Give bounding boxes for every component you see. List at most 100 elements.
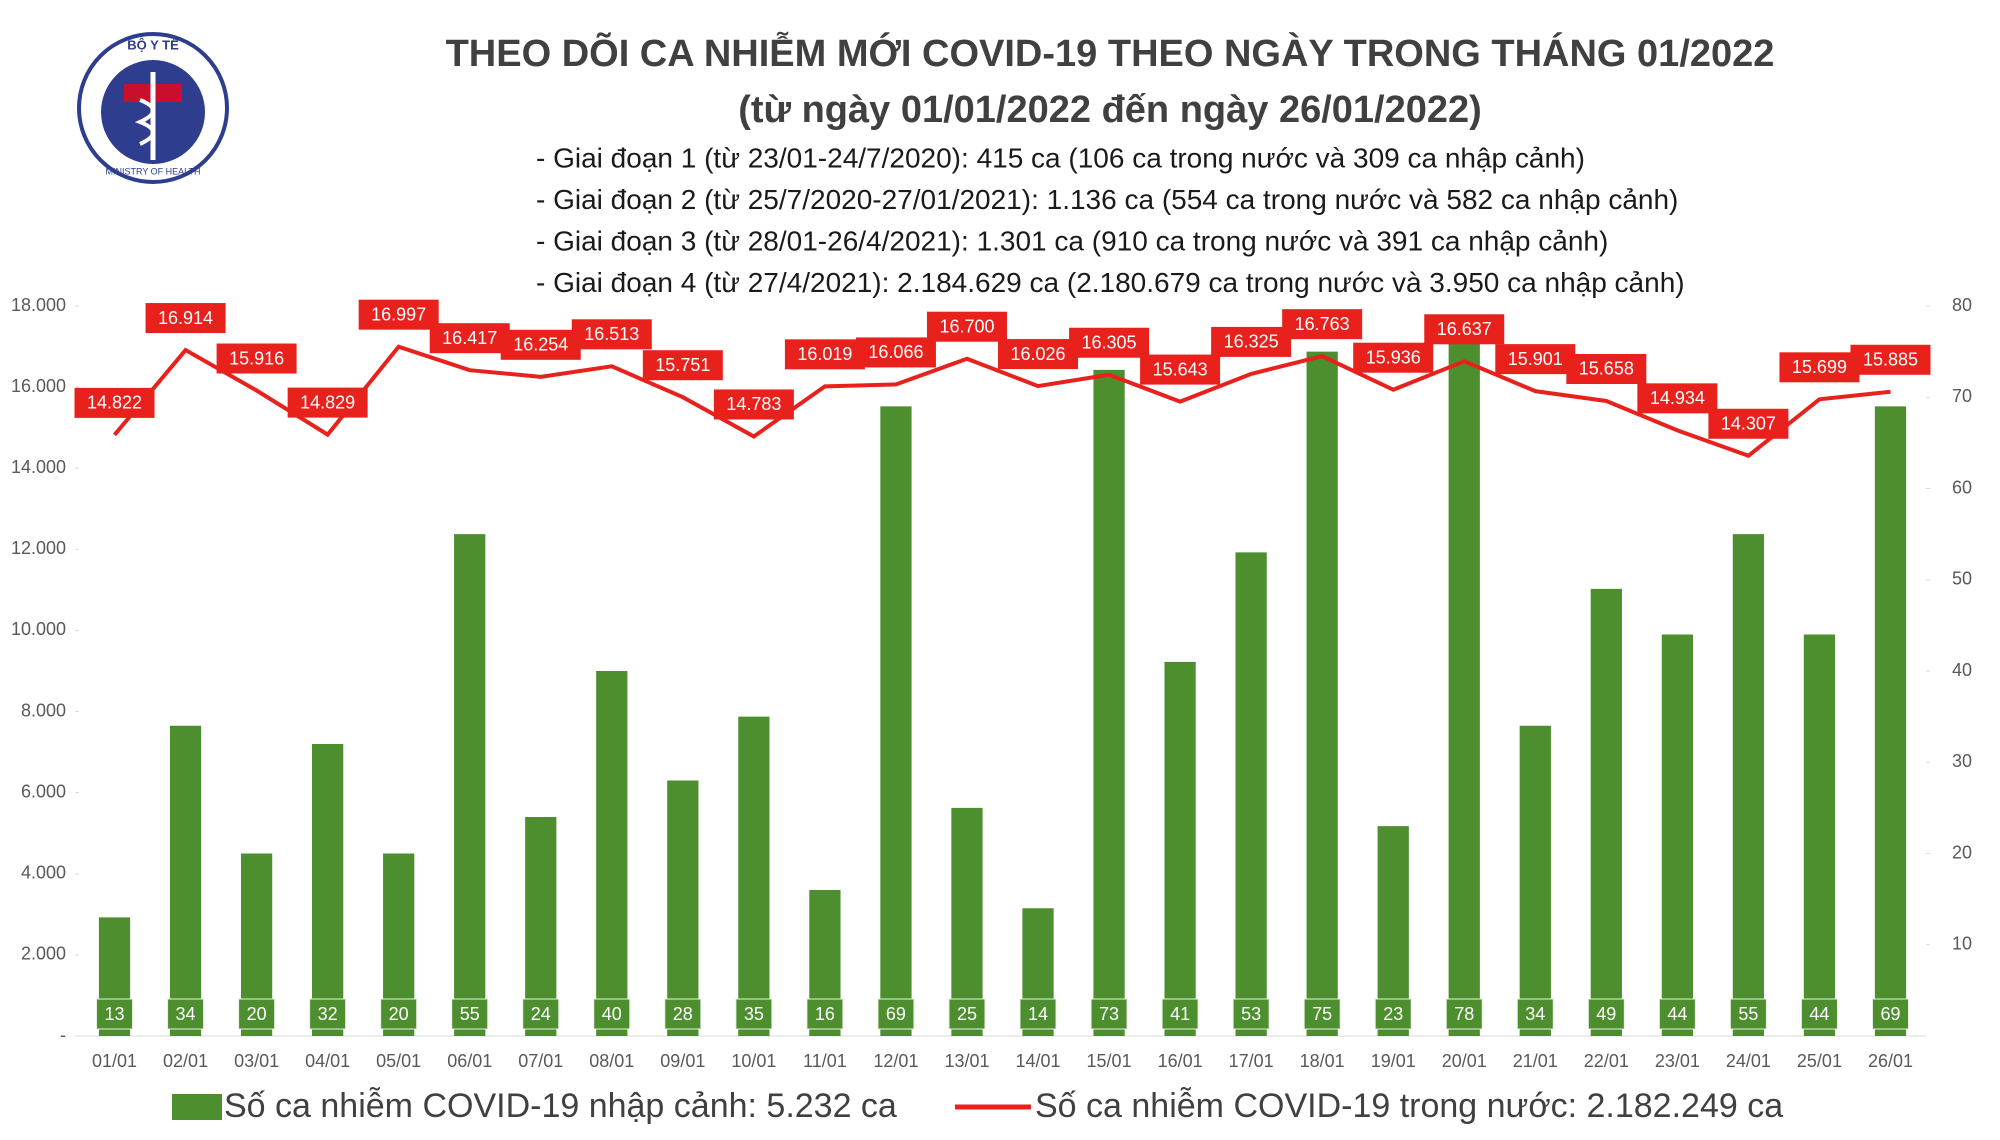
note: - Giai đoạn 2 (từ 25/7/2020-27/01/2021):… [536,184,1678,215]
bar-label: 34 [176,1004,196,1024]
y2-tick-label: 10 [1952,934,1972,954]
bar-label-box [1516,998,1554,1030]
bar-label-box [1019,998,1057,1030]
bar-label-box [1800,998,1838,1030]
y2-tick-label: 40 [1952,660,1972,680]
x-tick-label: 07/01 [518,1051,563,1071]
line-label: 15.751 [655,355,710,375]
bar [738,716,770,1036]
bar [1732,534,1765,1036]
line-label: 14.934 [1650,388,1705,408]
chart-title: THEO DÕI CA NHIỄM MỚI COVID-19 THEO NGÀY… [446,31,1775,75]
bar-label-box [309,998,347,1030]
bar-label-box [1374,998,1412,1030]
bar-label: 20 [247,1004,267,1024]
bar-label: 24 [531,1004,551,1024]
bar [1803,634,1836,1036]
legend-label: Số ca nhiễm COVID-19 nhập cảnh: 5.232 ca [224,1087,897,1125]
y-tick-label: - [60,1025,66,1045]
line-label-box [500,329,581,360]
x-tick-label: 15/01 [1087,1051,1132,1071]
y2-tick-label: 70 [1952,386,1972,406]
bar-label: 49 [1596,1004,1616,1024]
bar-label-box [1445,998,1483,1030]
bar-label-box [96,998,134,1030]
bar-label-box [451,998,489,1030]
bar-label: 28 [673,1004,693,1024]
x-tick-label: 19/01 [1371,1051,1416,1071]
bar-label-box [1871,998,1909,1030]
x-tick-label: 23/01 [1655,1051,1700,1071]
line-label: 14.307 [1721,414,1776,434]
x-tick-label: 11/01 [803,1051,847,1071]
line-label: 15.658 [1579,359,1634,379]
note: - Giai đoạn 4 (từ 27/4/2021): 2.184.629 … [536,267,1685,298]
y-tick-label: 8.000 [21,700,66,720]
bar-label: 20 [389,1004,409,1024]
bar-label: 55 [1738,1004,1758,1024]
line-label: 16.254 [513,335,568,355]
x-tick-label: 12/01 [873,1051,918,1071]
bar-label: 34 [1525,1004,1545,1024]
bar-label-box [1161,998,1199,1030]
line-label-box [642,350,723,381]
line-label-box [1495,344,1576,375]
x-tick-label: 06/01 [447,1051,492,1071]
line-label: 15.901 [1508,349,1563,369]
x-tick-label: 26/01 [1868,1051,1913,1071]
bar-label: 75 [1312,1004,1332,1024]
line-label-box [287,387,368,418]
line-label: 16.026 [1010,344,1065,364]
logo-snake [134,98,155,146]
bar-label: 25 [957,1004,977,1024]
y2-tick-label: 30 [1952,751,1972,771]
y-tick-label: 2.000 [21,944,66,964]
bar [454,534,486,1036]
y-tick-label: 4.000 [21,863,66,883]
line-label: 16.513 [584,324,639,344]
x-tick-label: 17/01 [1229,1051,1274,1071]
bar [1874,406,1907,1036]
bar-label: 32 [318,1004,338,1024]
bar [1093,369,1125,1036]
y-tick-label: 12.000 [11,538,66,558]
line-label-box [784,339,865,370]
line-label: 14.783 [726,394,781,414]
bar-label-box [1090,998,1128,1030]
bar-label-box [1658,998,1696,1030]
y2-tick-label: 80 [1952,295,1972,315]
bar-label: 16 [815,1004,835,1024]
bar [1661,634,1693,1036]
bar [667,780,699,1036]
line-label-box [1282,309,1363,340]
legend-label: Số ca nhiễm COVID-19 trong nước: 2.182.2… [1035,1087,1783,1125]
bar-label-box [1232,998,1270,1030]
line-label: 16.637 [1437,319,1492,339]
y-tick-label: 6.000 [21,781,66,801]
bar-label-box [522,998,560,1030]
bar-label-box [1303,998,1341,1030]
x-tick-label: 09/01 [660,1051,705,1071]
x-tick-label: 20/01 [1442,1051,1487,1071]
bar-label: 40 [602,1004,622,1024]
bar-label-box [238,998,276,1030]
note: - Giai đoạn 1 (từ 23/01-24/7/2020): 415 … [536,142,1585,173]
bar-label: 69 [1880,1004,1900,1024]
line-label: 16.325 [1224,332,1279,352]
bar [312,744,344,1036]
line-label-box [74,387,155,418]
line-label: 14.829 [300,392,355,412]
line-label-box [358,299,439,330]
x-tick-label: 10/01 [731,1051,776,1071]
bar [880,406,912,1036]
bar-label: 14 [1028,1004,1048,1024]
line-label-box [429,323,510,354]
line-label: 16.763 [1295,314,1350,334]
y-tick-label: 14.000 [11,457,66,477]
line-label-box [145,303,226,334]
y-tick-label: 16.000 [11,376,66,396]
bar-label-box [380,998,418,1030]
line-label: 15.916 [229,348,284,368]
line-label: 15.699 [1792,357,1847,377]
line-label-box [216,343,297,374]
